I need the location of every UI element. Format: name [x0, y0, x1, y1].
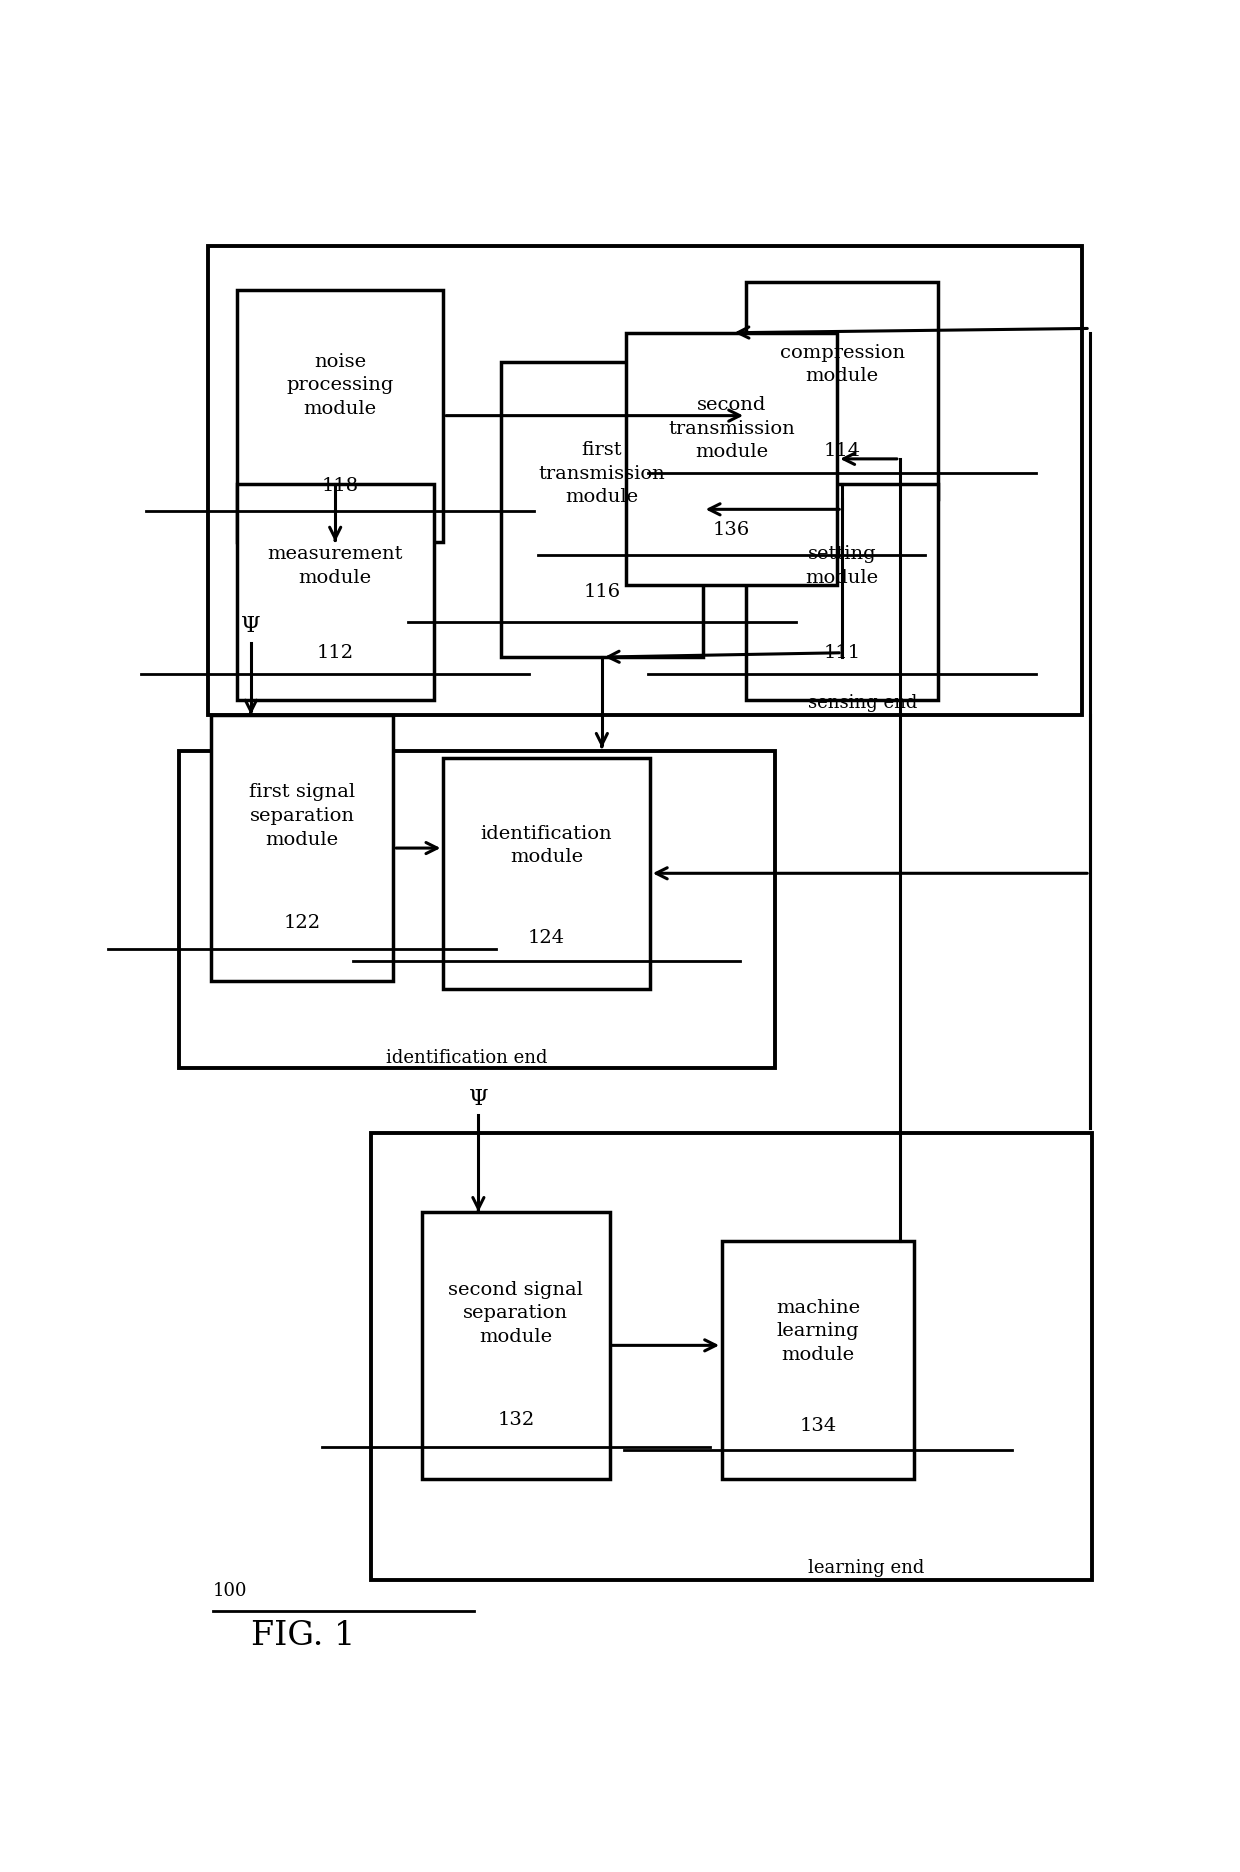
Text: identification
module: identification module [481, 826, 613, 867]
Bar [444, 758, 650, 988]
Text: 116: 116 [583, 582, 620, 601]
Text: sensing end: sensing end [808, 695, 918, 711]
Bar [722, 1241, 914, 1479]
Bar [501, 361, 703, 657]
Bar [237, 485, 434, 700]
Text: 100: 100 [213, 1582, 247, 1601]
Text: learning end: learning end [808, 1559, 925, 1576]
Text: first signal
separation
module: first signal separation module [249, 784, 355, 848]
Text: 134: 134 [800, 1417, 837, 1436]
Text: Ψ: Ψ [469, 1088, 489, 1110]
Text: 112: 112 [316, 644, 353, 661]
Text: second
transmission
module: second transmission module [668, 397, 795, 461]
Text: machine
learning
module: machine learning module [776, 1299, 861, 1365]
Bar [746, 283, 939, 498]
Text: 124: 124 [528, 929, 565, 947]
Text: measurement
module: measurement module [268, 545, 403, 588]
Text: noise
processing
module: noise processing module [286, 352, 393, 417]
Text: setting
module: setting module [806, 545, 879, 588]
Bar [208, 247, 1083, 715]
Text: FIG. 1: FIG. 1 [250, 1619, 356, 1651]
Bar [746, 485, 939, 700]
Text: 132: 132 [497, 1411, 534, 1428]
Text: 111: 111 [823, 644, 861, 661]
Bar [626, 333, 837, 584]
Bar [422, 1211, 610, 1479]
Text: identification end: identification end [386, 1048, 547, 1067]
Bar [237, 290, 444, 541]
Text: 114: 114 [823, 442, 861, 461]
Text: 118: 118 [321, 477, 358, 496]
Bar [179, 751, 775, 1067]
Text: 136: 136 [713, 520, 750, 539]
Bar [371, 1133, 1092, 1580]
Text: second signal
separation
module: second signal separation module [449, 1280, 583, 1346]
Text: first
transmission
module: first transmission module [538, 442, 665, 507]
Bar [211, 715, 393, 981]
Text: 122: 122 [284, 914, 321, 932]
Text: compression
module: compression module [780, 344, 905, 386]
Text: Ψ: Ψ [241, 614, 260, 636]
